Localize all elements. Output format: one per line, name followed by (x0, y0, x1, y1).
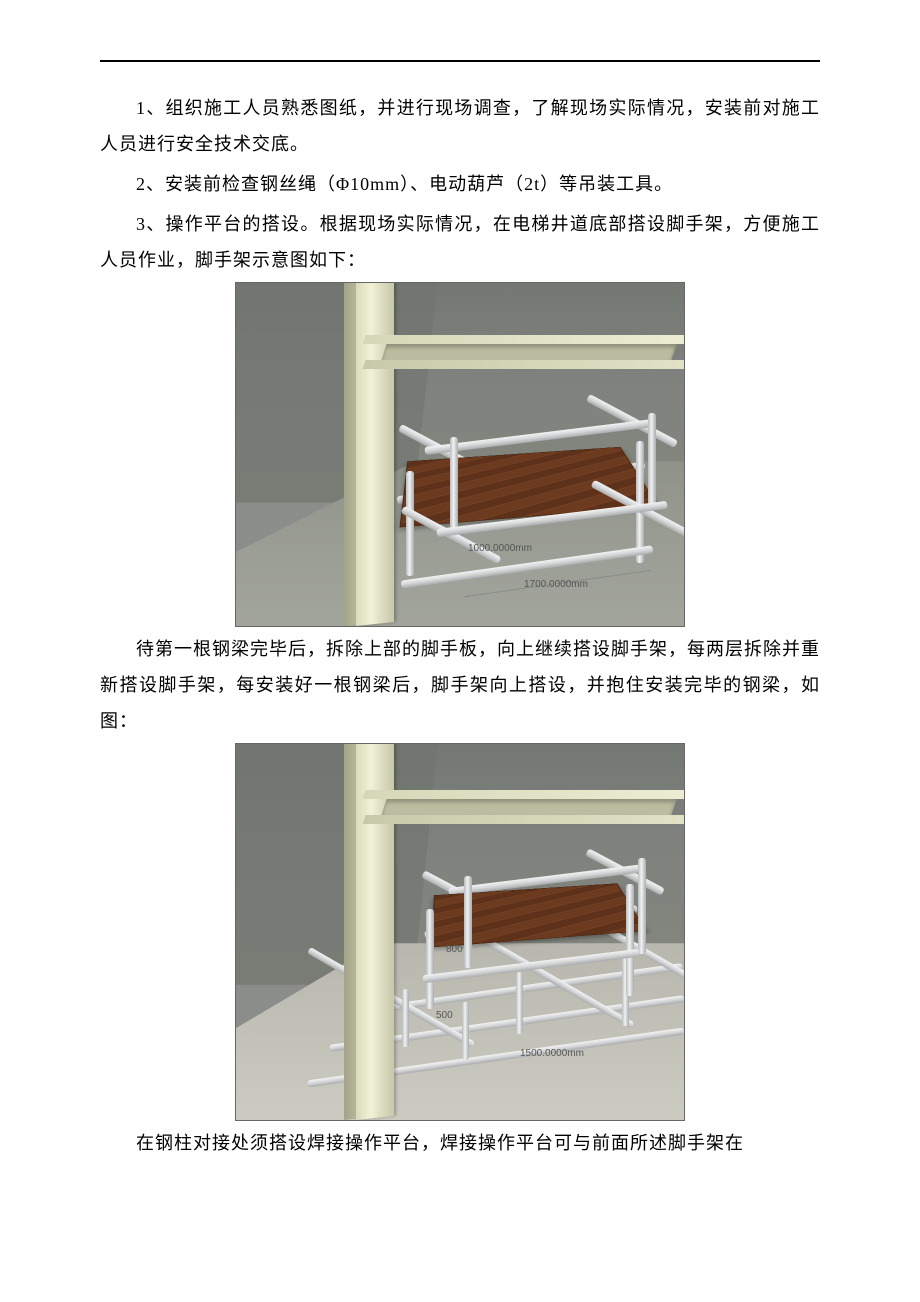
fig1-scaffold-leg (450, 437, 458, 529)
fig2-ibeam-bottom (363, 815, 685, 824)
fig1-ibeam-web (381, 344, 677, 360)
figure-2-wrap: 800 500 1500.0000mm (100, 743, 820, 1121)
fig2-grid-leg (516, 972, 523, 1034)
paragraph-1: 1、组织施工人员熟悉图纸，并进行现场调查，了解现场实际情况，安装前对施工人员进行… (100, 90, 820, 162)
figure-1: 1700.0000mm 1000.0000mm (235, 282, 685, 627)
fig1-ibeam-bottom (363, 360, 685, 369)
figure-1-wrap: 1700.0000mm 1000.0000mm (100, 282, 820, 627)
fig1-ibeam-top (363, 335, 685, 344)
fig2-grid-leg (402, 989, 409, 1047)
fig1-scaffold-leg (406, 471, 414, 576)
fig2-ibeam-top (363, 790, 685, 799)
fig2-ibeam-web (381, 799, 677, 815)
fig2-ibeam (364, 790, 685, 824)
figure-2: 800 500 1500.0000mm (235, 743, 685, 1121)
fig2-dim-gap: 500 (436, 1006, 453, 1026)
fig2-scaffold-leg (638, 858, 646, 954)
fig2-scaffold-leg (464, 876, 472, 968)
fig1-scaffold-leg (648, 413, 656, 509)
fig2-grid-leg (462, 1002, 469, 1060)
fig2-dim-width: 1500.0000mm (520, 1044, 584, 1064)
fig1-dim-width: 1700.0000mm (524, 575, 588, 595)
paragraph-4: 待第一根钢梁完毕后，拆除上部的脚手板，向上继续搭设脚手架，每两层拆除并重新搭设脚… (100, 631, 820, 739)
fig2-scaffold-leg (626, 884, 634, 996)
fig1-dim-height: 1000.0000mm (468, 539, 532, 559)
paragraph-3: 3、操作平台的搭设。根据现场实际情况，在电梯井道底部搭设脚手架，方便施工人员作业… (100, 206, 820, 278)
fig1-column (356, 282, 394, 626)
fig2-dim-height: 800 (446, 940, 463, 960)
paragraph-5: 在钢柱对接处须搭设焊接操作平台，焊接操作平台可与前面所述脚手架在 (100, 1125, 820, 1161)
paragraph-2: 2、安装前检查钢丝绳（Φ10mm）、电动葫芦（2t）等吊装工具。 (100, 166, 820, 202)
page-top-rule (100, 60, 820, 62)
fig1-ibeam (364, 335, 685, 369)
fig2-scaffold-leg (426, 909, 434, 1009)
